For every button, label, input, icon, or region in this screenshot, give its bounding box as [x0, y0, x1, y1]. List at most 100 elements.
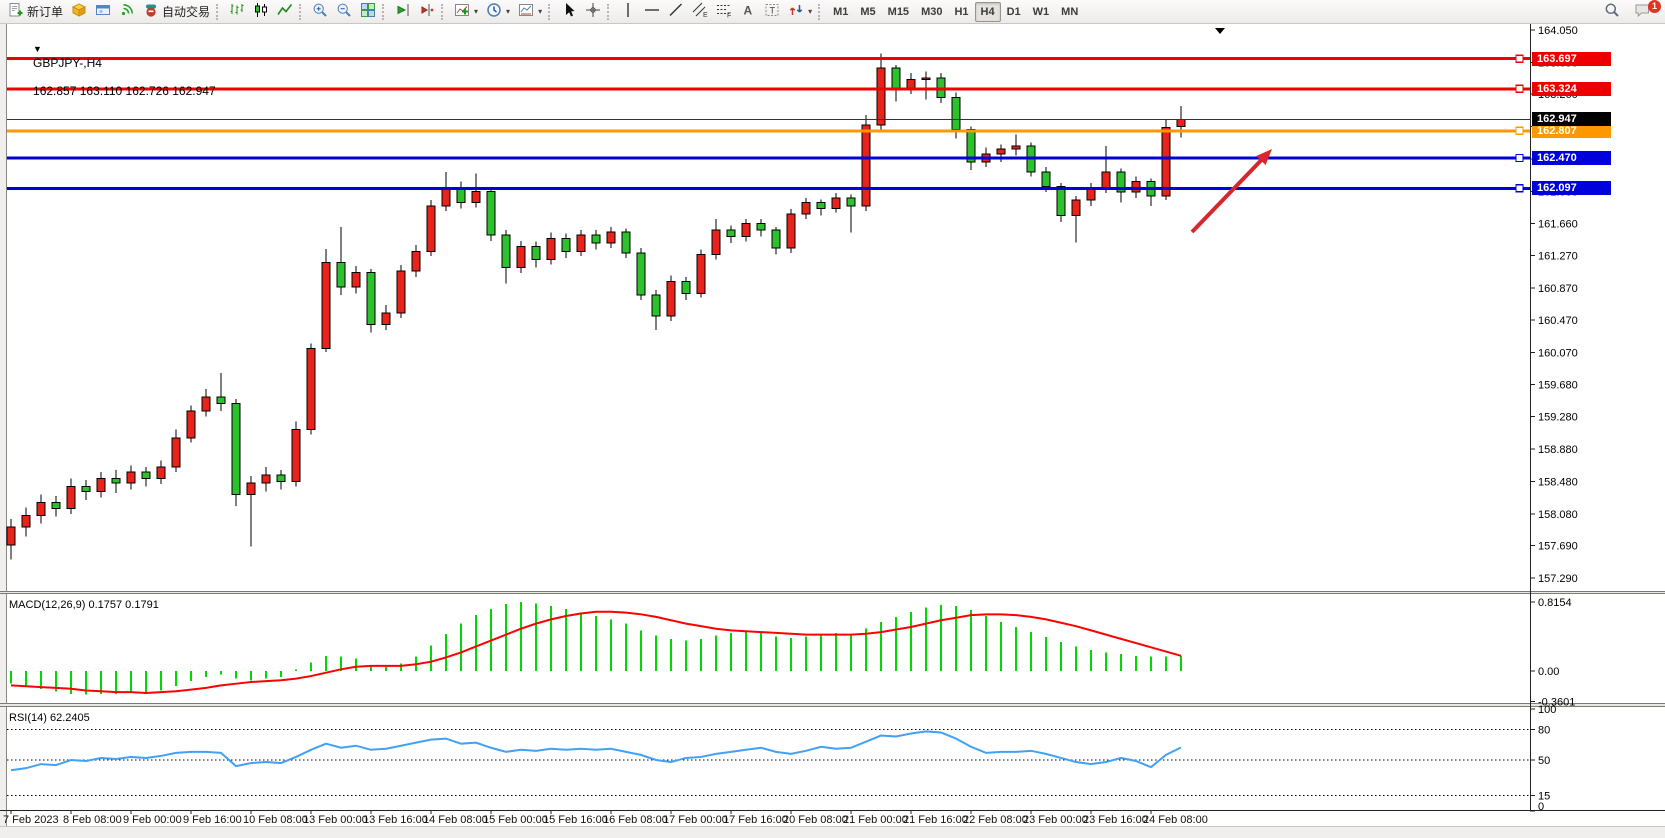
periods-clock-icon — [486, 2, 502, 21]
chart-shift-button[interactable] — [415, 2, 439, 22]
vertical-line-button[interactable] — [616, 2, 640, 22]
candle-body — [726, 229, 736, 238]
horizontal-line-button[interactable] — [640, 2, 664, 22]
trend-line-button[interactable] — [664, 2, 688, 22]
zoom-in-icon — [312, 2, 328, 21]
timeframe-m15-button[interactable]: M15 — [882, 2, 915, 22]
candle-body — [1011, 145, 1021, 150]
rsi-axis-label: 50 — [1538, 755, 1550, 767]
timeframe-m5-button[interactable]: M5 — [854, 2, 881, 22]
cursor-button[interactable] — [557, 2, 581, 22]
candle-body — [666, 280, 676, 317]
candle-body — [891, 67, 901, 90]
timeframe-mn-button[interactable]: MN — [1055, 2, 1084, 22]
candle-body — [681, 280, 691, 294]
candle-body — [861, 124, 871, 207]
tile-windows-button[interactable] — [356, 2, 380, 22]
toolbar-grip — [818, 3, 823, 20]
candle-body — [921, 77, 931, 80]
time-axis-label: 24 Feb 08:00 — [1143, 814, 1208, 826]
templates-button[interactable]: ▾ — [514, 2, 546, 22]
svg-text:E: E — [703, 12, 708, 18]
periods-button[interactable]: ▾ — [482, 2, 514, 22]
notification-badge: 1 — [1648, 0, 1661, 13]
zoom-out-icon — [336, 2, 352, 21]
timeframe-group: M1 M5 M15 M30 H1 H4 D1 W1 MN — [827, 1, 1084, 22]
rsi-line — [10, 730, 1182, 772]
time-axis-label: 15 Feb 16:00 — [543, 814, 608, 826]
arrows-caret-icon: ▾ — [808, 7, 813, 16]
rsi-axis-label: 0 — [1538, 801, 1544, 813]
candle-body — [1161, 126, 1171, 197]
timeframe-m30-button[interactable]: M30 — [915, 2, 948, 22]
timeframe-h4-button[interactable]: H4 — [974, 1, 1001, 22]
text-label-button[interactable]: T — [760, 2, 784, 22]
price-axis-label: 160.470 — [1538, 315, 1578, 327]
tile-windows-icon — [360, 2, 376, 21]
auto-scroll-button[interactable] — [391, 2, 415, 22]
time-axis-label: 17 Feb 00:00 — [663, 814, 728, 826]
svg-text:F: F — [727, 13, 731, 19]
community-button[interactable] — [91, 2, 115, 22]
candle-body — [486, 190, 496, 236]
market-watch-button[interactable] — [67, 2, 91, 22]
price-axis-label: 161.660 — [1538, 219, 1578, 231]
price-tag-level: 163.697 — [1532, 51, 1611, 66]
candle-body — [546, 237, 556, 260]
candle-body — [216, 396, 226, 405]
text-label-icon: T — [764, 2, 780, 21]
timeframe-d1-button[interactable]: D1 — [1001, 2, 1027, 22]
bars-chart-button[interactable] — [225, 2, 249, 22]
timeframe-h1-button[interactable]: H1 — [948, 2, 974, 22]
candle-body — [741, 223, 751, 238]
line-chart-button[interactable] — [273, 2, 297, 22]
candle-body — [66, 485, 76, 509]
time-axis-label: 17 Feb 16:00 — [723, 814, 788, 826]
market-watch-icon — [71, 2, 87, 21]
line-handle — [1515, 184, 1524, 193]
equidistant-channel-button[interactable]: E — [688, 2, 712, 22]
arrows-button[interactable]: ▾ — [784, 2, 816, 22]
chart-canvas[interactable]: 164.050163.650163.260162.860162.460162.0… — [0, 24, 1665, 838]
arrows-icon — [788, 2, 804, 21]
candle-body — [276, 474, 286, 483]
macd-axis-label: -0.3601 — [1538, 696, 1575, 708]
candlestick-chart-button[interactable] — [249, 2, 273, 22]
text-button[interactable]: A — [736, 2, 760, 22]
candle-body — [876, 67, 886, 126]
bars-chart-icon — [229, 2, 245, 21]
crosshair-button[interactable] — [581, 2, 605, 22]
chart-area[interactable]: 164.050163.650163.260162.860162.460162.0… — [0, 24, 1665, 838]
price-tag-level: 162.470 — [1532, 151, 1611, 166]
zoom-out-button[interactable] — [332, 2, 356, 22]
main-toolbar: 新订单 自动交易 — [0, 0, 1665, 24]
candle-body — [621, 231, 631, 254]
crosshair-icon — [585, 2, 601, 21]
candle-body — [711, 229, 721, 256]
candle-body — [696, 254, 706, 294]
text-icon: A — [740, 2, 756, 21]
notifications-button[interactable]: 1 — [1630, 0, 1661, 22]
autotrading-button[interactable]: 自动交易 — [139, 2, 214, 22]
signals-button[interactable] — [115, 2, 139, 22]
fibonacci-button[interactable]: F — [712, 2, 736, 22]
candle-body — [561, 237, 571, 252]
search-button[interactable] — [1600, 2, 1624, 22]
price-axis-label: 159.680 — [1538, 379, 1578, 391]
time-axis-label: 21 Feb 00:00 — [843, 814, 908, 826]
time-axis-label: 9 Feb 00:00 — [123, 814, 182, 826]
toolbar-grip — [216, 3, 221, 20]
indicators-button[interactable]: ▾ — [450, 2, 482, 22]
candle-body — [36, 502, 46, 517]
time-axis-label: 10 Feb 08:00 — [243, 814, 308, 826]
candle-body — [441, 187, 451, 207]
zoom-in-button[interactable] — [308, 2, 332, 22]
timeframe-w1-button[interactable]: W1 — [1027, 2, 1056, 22]
new-order-button[interactable]: 新订单 — [4, 2, 67, 22]
macd-signal-line — [10, 610, 1182, 694]
candle-body — [786, 213, 796, 249]
new-order-icon — [8, 2, 24, 21]
panel-splitter — [0, 703, 1665, 706]
timeframe-m1-button[interactable]: M1 — [827, 2, 854, 22]
